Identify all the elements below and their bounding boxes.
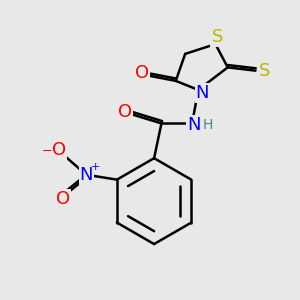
Text: O: O bbox=[118, 103, 132, 121]
Text: O: O bbox=[52, 141, 66, 159]
Text: −: − bbox=[41, 145, 52, 158]
Text: N: N bbox=[80, 166, 93, 184]
Text: O: O bbox=[135, 64, 149, 82]
Text: S: S bbox=[259, 62, 270, 80]
Text: +: + bbox=[91, 162, 100, 172]
Text: O: O bbox=[56, 190, 70, 208]
Text: H: H bbox=[202, 118, 213, 132]
Text: S: S bbox=[212, 28, 223, 46]
Text: N: N bbox=[187, 116, 200, 134]
Text: N: N bbox=[196, 84, 209, 102]
